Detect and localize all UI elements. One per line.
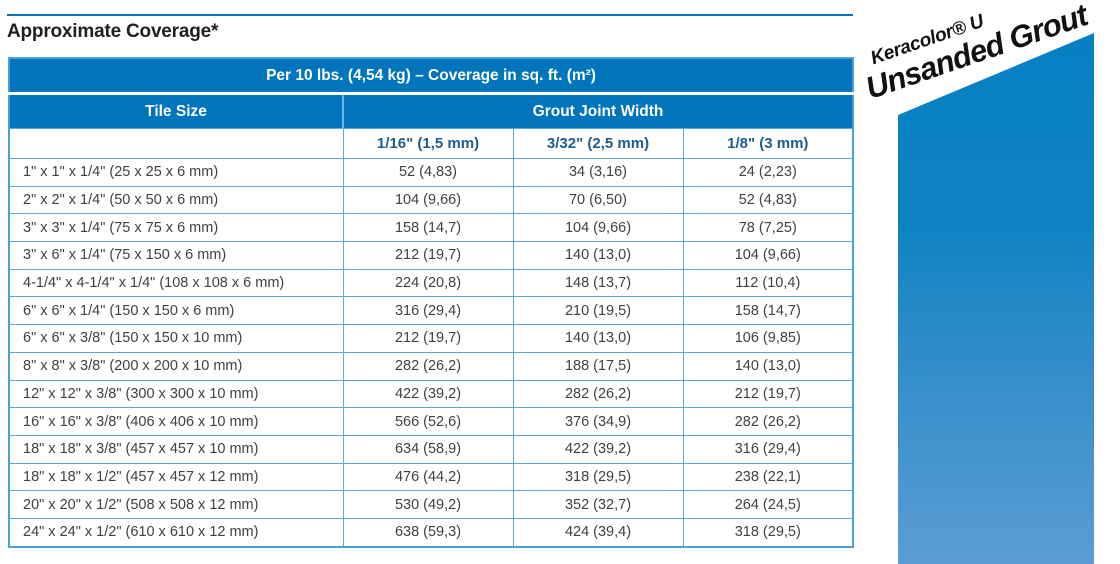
coverage-value-cell: 52 (4,83) — [342, 158, 514, 187]
table-row: 6" x 6" x 1/4" (150 x 150 x 6 mm) 316 (29… — [8, 296, 854, 326]
table-joint-size-header-row: 1/16" (1,5 mm) 3/32" (2,5 mm) 1/8" (3 mm… — [8, 128, 854, 159]
coverage-value-cell: 158 (14,7) — [682, 296, 854, 326]
table-row: 1" x 1" x 1/4" (25 x 25 x 6 mm) 52 (4,83)… — [8, 158, 854, 187]
coverage-value-cell: 238 (22,1) — [682, 462, 854, 492]
table-row: 20" x 20" x 1/2" (508 x 508 x 12 mm) 530 … — [8, 490, 854, 519]
table-group-header-row: Tile Size Grout Joint Width — [8, 93, 854, 129]
table-row: 18" x 18" x 3/8" (457 x 457 x 10 mm) 634 … — [8, 434, 854, 464]
coverage-value-cell: 188 (17,5) — [512, 351, 684, 381]
tile-size-cell: 1" x 1" x 1/4" (25 x 25 x 6 mm) — [8, 158, 344, 187]
coverage-value-cell: 476 (44,2) — [342, 462, 514, 492]
coverage-table-body: 1" x 1" x 1/4" (25 x 25 x 6 mm) 52 (4,83)… — [8, 158, 854, 548]
coverage-value-cell: 424 (39,4) — [512, 517, 684, 548]
tile-size-cell: 18" x 18" x 1/2" (457 x 457 x 12 mm) — [8, 462, 344, 492]
table-row: 4-1/4" x 4-1/4" x 1/4" (108 x 108 x 6 mm… — [8, 268, 854, 298]
coverage-value-cell: 352 (32,7) — [512, 490, 684, 519]
coverage-value-cell: 24 (2,23) — [682, 158, 854, 187]
page-title: Approximate Coverage* — [7, 21, 219, 42]
joint-width-col-header: 3/32" (2,5 mm) — [512, 128, 684, 159]
tile-size-cell: 3" x 3" x 1/4" (75 x 75 x 6 mm) — [8, 213, 344, 243]
coverage-value-cell: 52 (4,83) — [682, 185, 854, 215]
table-row: 12" x 12" x 3/8" (300 x 300 x 10 mm) 422 … — [8, 379, 854, 409]
coverage-value-cell: 70 (6,50) — [512, 185, 684, 215]
tile-size-cell: 2" x 2" x 1/4" (50 x 50 x 6 mm) — [8, 185, 344, 215]
coverage-value-cell: 318 (29,5) — [682, 517, 854, 548]
top-divider-rule — [7, 14, 853, 16]
coverage-value-cell: 376 (34,9) — [512, 407, 684, 436]
span-header-cell: Per 10 lbs. (4,54 kg) – Coverage in sq. … — [8, 57, 854, 95]
coverage-value-cell: 264 (24,5) — [682, 490, 854, 519]
coverage-value-cell: 566 (52,6) — [342, 407, 514, 436]
grout-joint-width-header-cell: Grout Joint Width — [342, 93, 854, 129]
coverage-value-cell: 112 (10,4) — [682, 268, 854, 298]
coverage-value-cell: 638 (59,3) — [342, 517, 514, 548]
tile-size-cell: 8" x 8" x 3/8" (200 x 200 x 10 mm) — [8, 351, 344, 381]
coverage-value-cell: 282 (26,2) — [512, 379, 684, 409]
table-row: 3" x 3" x 1/4" (75 x 75 x 6 mm) 158 (14,7… — [8, 213, 854, 243]
coverage-value-cell: 282 (26,2) — [682, 407, 854, 436]
coverage-value-cell: 282 (26,2) — [342, 351, 514, 381]
coverage-value-cell: 104 (9,66) — [342, 185, 514, 215]
table-span-header-row: Per 10 lbs. (4,54 kg) – Coverage in sq. … — [8, 57, 854, 95]
coverage-value-cell: 212 (19,7) — [682, 379, 854, 409]
coverage-value-cell: 104 (9,66) — [682, 241, 854, 270]
tile-size-cell: 24" x 24" x 1/2" (610 x 610 x 12 mm) — [8, 517, 344, 548]
tile-size-cell: 16" x 16" x 3/8" (406 x 406 x 10 mm) — [8, 407, 344, 436]
table-row: 18" x 18" x 1/2" (457 x 457 x 12 mm) 476 … — [8, 462, 854, 492]
table-row: 6" x 6" x 3/8" (150 x 150 x 10 mm) 212 (1… — [8, 324, 854, 353]
empty-header-cell — [8, 128, 344, 159]
joint-width-col-header: 1/16" (1,5 mm) — [342, 128, 514, 159]
coverage-value-cell: 318 (29,5) — [512, 462, 684, 492]
tile-size-cell: 3" x 6" x 1/4" (75 x 150 x 6 mm) — [8, 241, 344, 270]
coverage-value-cell: 530 (49,2) — [342, 490, 514, 519]
tile-size-cell: 4-1/4" x 4-1/4" x 1/4" (108 x 108 x 6 mm… — [8, 268, 344, 298]
tile-size-cell: 6" x 6" x 1/4" (150 x 150 x 6 mm) — [8, 296, 344, 326]
table-row: 16" x 16" x 3/8" (406 x 406 x 10 mm) 566 … — [8, 407, 854, 436]
coverage-value-cell: 104 (9,66) — [512, 213, 684, 243]
coverage-value-cell: 212 (19,7) — [342, 324, 514, 353]
coverage-value-cell: 78 (7,25) — [682, 213, 854, 243]
coverage-value-cell: 140 (13,0) — [682, 351, 854, 381]
coverage-value-cell: 224 (20,8) — [342, 268, 514, 298]
coverage-value-cell: 210 (19,5) — [512, 296, 684, 326]
coverage-value-cell: 140 (13,0) — [512, 324, 684, 353]
tile-size-header-cell: Tile Size — [8, 93, 344, 129]
table-row: 24" x 24" x 1/2" (610 x 610 x 12 mm) 638 … — [8, 517, 854, 548]
coverage-value-cell: 422 (39,2) — [512, 434, 684, 464]
coverage-value-cell: 634 (58,9) — [342, 434, 514, 464]
joint-width-col-header: 1/8" (3 mm) — [682, 128, 854, 159]
coverage-table: Per 10 lbs. (4,54 kg) – Coverage in sq. … — [8, 57, 855, 548]
table-row: 8" x 8" x 3/8" (200 x 200 x 10 mm) 282 (2… — [8, 351, 854, 381]
tile-size-cell: 18" x 18" x 3/8" (457 x 457 x 10 mm) — [8, 434, 344, 464]
table-row: 2" x 2" x 1/4" (50 x 50 x 6 mm) 104 (9,66… — [8, 185, 854, 215]
coverage-value-cell: 316 (29,4) — [682, 434, 854, 464]
coverage-value-cell: 316 (29,4) — [342, 296, 514, 326]
coverage-value-cell: 106 (9,85) — [682, 324, 854, 353]
coverage-value-cell: 212 (19,7) — [342, 241, 514, 270]
coverage-value-cell: 140 (13,0) — [512, 241, 684, 270]
tile-size-cell: 20" x 20" x 1/2" (508 x 508 x 12 mm) — [8, 490, 344, 519]
tile-size-cell: 6" x 6" x 3/8" (150 x 150 x 10 mm) — [8, 324, 344, 353]
coverage-value-cell: 148 (13,7) — [512, 268, 684, 298]
product-banner-shape — [898, 33, 1094, 564]
coverage-value-cell: 422 (39,2) — [342, 379, 514, 409]
tile-size-cell: 12" x 12" x 3/8" (300 x 300 x 10 mm) — [8, 379, 344, 409]
coverage-table-head-section: Per 10 lbs. (4,54 kg) – Coverage in sq. … — [8, 57, 854, 159]
coverage-value-cell: 34 (3,16) — [512, 158, 684, 187]
coverage-value-cell: 158 (14,7) — [342, 213, 514, 243]
table-row: 3" x 6" x 1/4" (75 x 150 x 6 mm) 212 (19,… — [8, 241, 854, 270]
